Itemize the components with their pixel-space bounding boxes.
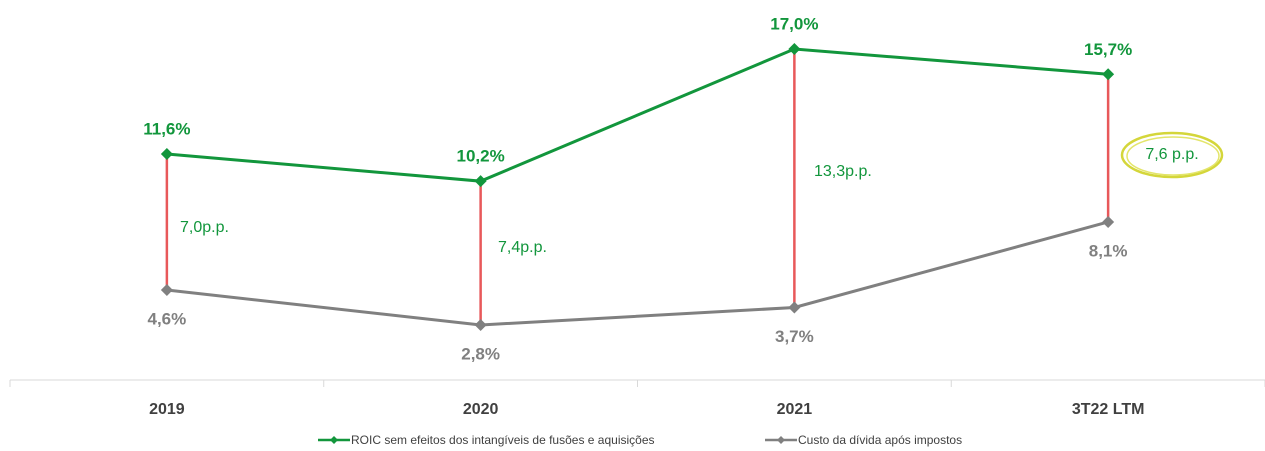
marker <box>474 175 487 188</box>
data-label: 8,1% <box>1089 241 1128 260</box>
data-label: 15,7% <box>1084 40 1132 59</box>
highlight-ring <box>1120 131 1224 179</box>
legend-label: Custo da dívida após impostos <box>798 433 962 447</box>
x-tick-label: 2020 <box>463 401 499 418</box>
spread-label: 7,4p.p. <box>498 239 547 256</box>
marker <box>788 301 801 314</box>
legend-marker <box>777 436 785 444</box>
data-label: 10,2% <box>457 147 505 166</box>
spread-label: 7,0p.p. <box>180 219 229 236</box>
data-label: 2,8% <box>461 344 500 363</box>
marker <box>1102 68 1115 81</box>
data-label: 17,0% <box>770 14 818 33</box>
spread-label: 7,6 p.p. <box>1145 146 1198 163</box>
x-tick-label: 2021 <box>777 401 813 418</box>
x-tick-label: 3T22 LTM <box>1072 401 1145 418</box>
marker <box>160 147 173 160</box>
spread-label: 13,3p.p. <box>814 163 872 180</box>
x-tick-label: 2019 <box>149 401 185 418</box>
legend-marker <box>330 436 338 444</box>
data-label: 3,7% <box>775 327 814 346</box>
series-line <box>166 47 1109 183</box>
marker <box>1102 215 1115 228</box>
data-label: 11,6% <box>143 119 190 138</box>
marker <box>788 43 801 55</box>
marker <box>474 319 487 331</box>
data-label: 4,6% <box>148 309 187 328</box>
marker <box>160 284 173 297</box>
highlight-ring <box>1126 136 1220 176</box>
series-line <box>166 220 1109 327</box>
legend-label: ROIC sem efeitos dos intangíveis de fusõ… <box>351 433 655 447</box>
